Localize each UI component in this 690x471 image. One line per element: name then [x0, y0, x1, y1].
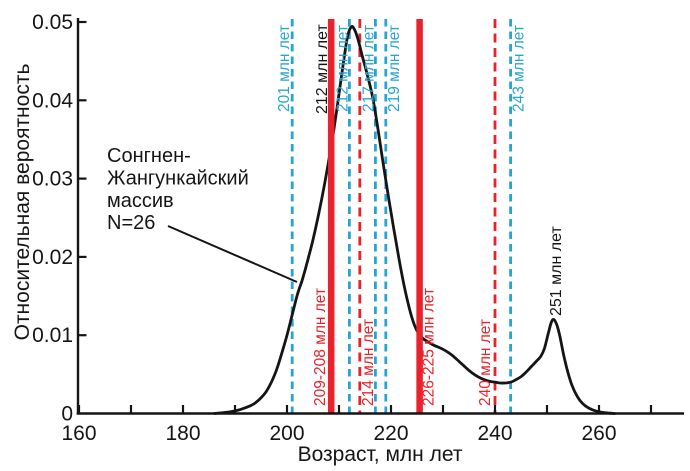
age-line-label-212: 212 млн лет [334, 25, 351, 112]
y-tick-label-0.02: 0.02 [32, 246, 73, 269]
age-line-label-243: 243 млн лет [511, 25, 528, 112]
age-line-label-214: 214 млн лет [360, 319, 377, 406]
annotation-line-2: Жангункайский [107, 168, 249, 190]
age-line-label-225.5: 226-225 млн лет [421, 288, 438, 406]
age-line-label-201: 201 млн лет [276, 25, 293, 112]
axis-spines [76, 18, 684, 415]
annotation-line-4: N=26 [107, 212, 155, 234]
probability-density-curve [212, 25, 616, 415]
y-tick-label-0.01: 0.01 [32, 324, 73, 347]
x-tick-label-240: 240 [477, 422, 512, 445]
annotation-line-3: массив [107, 190, 174, 212]
peak-label-2: 251 млн лет [548, 226, 565, 316]
x-tick-label-160: 160 [61, 422, 96, 445]
annotation-leader-line [167, 225, 298, 283]
age-line-labels: 201 млн лет 209-208 млн лет 212 млн лет 214… [276, 25, 527, 406]
age-line-label-240: 240 млн лет [477, 319, 494, 406]
x-axis-title: Возраст, млн лет [298, 443, 463, 466]
y-tick-label-0: 0 [61, 403, 73, 426]
x-tick-label-180: 180 [165, 422, 200, 445]
y-tick-label-0.05: 0.05 [32, 11, 73, 34]
peak-label-1: 212 млн лет [314, 24, 331, 114]
vertical-age-lines-back [290, 19, 513, 414]
age-line-label-219: 219 млн лет [386, 25, 403, 112]
x-tick-label-260: 260 [581, 422, 616, 445]
axes: 160 180 200 220 240 260 0 0.01 0.02 0.03 0.04 0.05 [32, 11, 684, 445]
peak-age-labels: 212 млн лет 251 млн лет [314, 24, 565, 316]
age-line-label-217: 217 млн лет [360, 25, 377, 112]
y-tick-label-0.03: 0.03 [32, 168, 73, 191]
y-axis-title: Относительная вероятность [11, 64, 34, 341]
age-line-label-208.5: 209-208 млн лет [312, 288, 329, 406]
x-tick-label-220: 220 [373, 422, 408, 445]
vertical-age-lines-front [327, 19, 423, 414]
annotation-line-1: Сонгнен- [107, 145, 191, 167]
x-tick-label-200: 200 [269, 422, 304, 445]
annotation-block: Сонгнен- Жангункайский массив N=26 [107, 145, 298, 283]
y-tick-label-0.04: 0.04 [32, 89, 73, 112]
